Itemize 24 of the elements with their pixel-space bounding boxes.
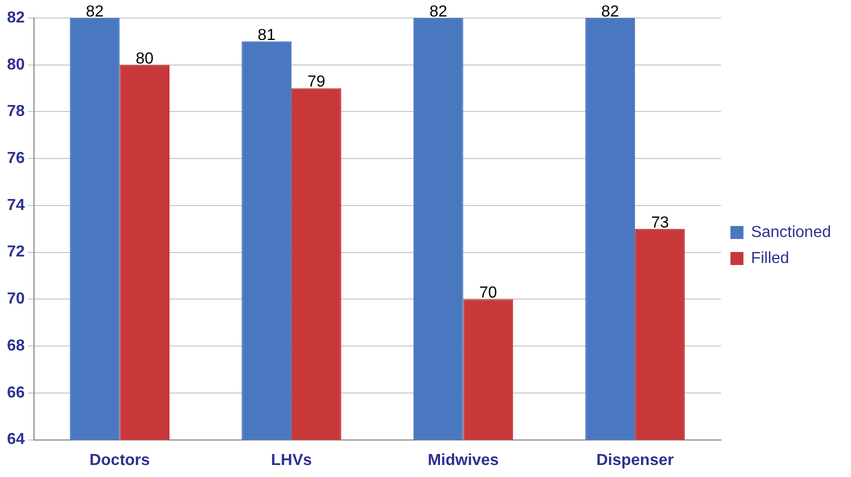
- x-tick-label: Dispenser: [596, 452, 674, 469]
- data-label: 82: [429, 3, 448, 20]
- y-tick-label: 74: [7, 196, 25, 214]
- x-tick-label: LHVs: [271, 452, 312, 469]
- data-label: 82: [86, 3, 104, 20]
- legend-label: Sanctioned: [750, 224, 831, 241]
- data-label: 80: [136, 50, 154, 68]
- y-tick-label: 72: [7, 244, 25, 261]
- y-tick-label: 70: [7, 290, 25, 308]
- y-tick-label: 78: [7, 103, 25, 120]
- y-tick-label: 80: [7, 56, 25, 74]
- y-tick-label: 82: [7, 9, 25, 26]
- data-label: 70: [479, 284, 498, 302]
- legend-label: Filled: [750, 250, 790, 267]
- x-tick-label: Midwives: [428, 452, 499, 469]
- data-label: 79: [307, 74, 326, 91]
- data-label: 73: [651, 214, 669, 232]
- y-tick-label: 64: [7, 431, 25, 448]
- data-label: 82: [601, 3, 620, 20]
- data-label: 81: [258, 26, 276, 44]
- y-tick-label: 76: [7, 150, 25, 168]
- x-tick-label: Doctors: [89, 452, 150, 469]
- y-tick-label: 68: [7, 337, 25, 354]
- y-tick-label: 66: [7, 384, 25, 402]
